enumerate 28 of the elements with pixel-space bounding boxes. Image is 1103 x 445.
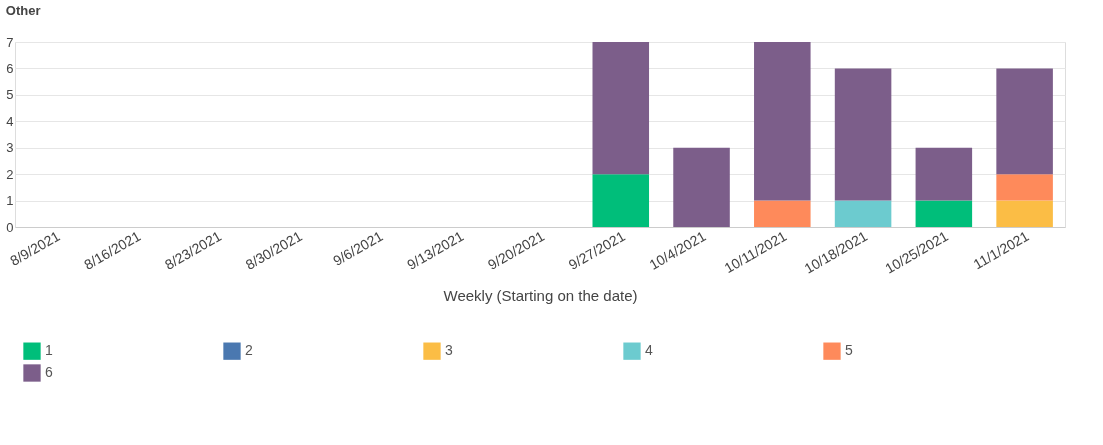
- bar: [754, 200, 811, 227]
- y-tick-label: 0: [6, 219, 14, 235]
- bar: [834, 68, 892, 201]
- y-tick-label: 2: [6, 166, 14, 182]
- bar: [915, 200, 973, 227]
- x-axis-title: Weekly (Starting on the date): [443, 286, 638, 304]
- legend-label: 3: [445, 342, 453, 359]
- y-tick-label: 1: [6, 193, 14, 209]
- legend-label: 1: [45, 342, 53, 359]
- bar: [673, 147, 730, 227]
- bar: [834, 200, 892, 227]
- y-tick-label: 5: [6, 87, 14, 103]
- legend-label: 6: [45, 364, 53, 380]
- bar: [915, 147, 973, 201]
- bar: [996, 68, 1053, 175]
- legend-label: 4: [645, 342, 653, 359]
- bar: [996, 174, 1053, 201]
- legend-label: 2: [245, 342, 253, 359]
- bar: [754, 42, 811, 201]
- y-tick-label: 7: [6, 34, 14, 50]
- y-tick-label: 6: [6, 60, 14, 76]
- bar: [996, 200, 1053, 227]
- legend-label: 5: [845, 342, 853, 359]
- y-tick-label: 4: [6, 113, 14, 129]
- bar: [592, 174, 650, 227]
- chart-title: Other: [5, 3, 41, 18]
- y-tick-label: 3: [6, 140, 14, 156]
- bar: [592, 42, 650, 175]
